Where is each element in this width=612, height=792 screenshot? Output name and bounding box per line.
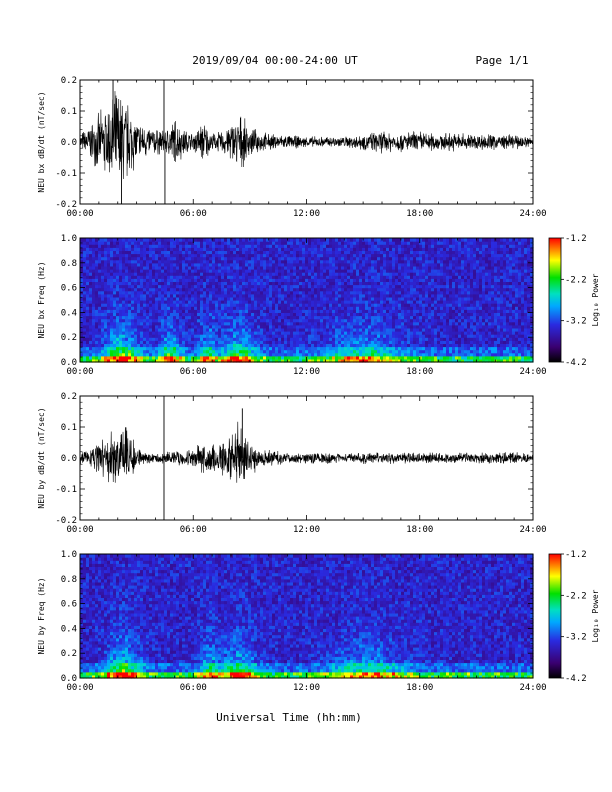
y-tick-label: 0.2 [61, 76, 77, 86]
y-tick-label: -0.2 [55, 200, 77, 210]
x-tick-label: 24:00 [519, 209, 546, 219]
colorbar-label: Log₁₀ Power [591, 589, 600, 642]
x-tick-label: 12:00 [293, 367, 320, 377]
page-number: Page 1/1 [476, 54, 529, 67]
y-axis-title: NEU by dB/dt (nT/sec) [37, 407, 46, 508]
date-range-title: 2019/09/04 00:00-24:00 UT [192, 54, 358, 67]
panel-3: 00:00 06:00 12:00 18:00 24:00 0.2 0.1 0.0 -0.1 -0… [37, 392, 547, 535]
panel-4: -1.2 -2.2 -3.2 -4.2 Log₁₀ Power 00:00 06:00 12:… [37, 550, 600, 693]
colorbar-tick-label: -4.2 [565, 674, 587, 684]
x-tick-label: 24:00 [519, 367, 546, 377]
x-tick-label: 12:00 [293, 683, 320, 693]
x-tick-label: 00:00 [66, 209, 93, 219]
x-tick-label: 06:00 [180, 367, 207, 377]
y-tick-label: 0.2 [61, 392, 77, 402]
y-tick-label: 0.0 [61, 138, 77, 148]
x-tick-label: 18:00 [406, 367, 433, 377]
x-tick-label: 06:00 [180, 209, 207, 219]
signal-trace [80, 421, 533, 483]
x-tick-label: 06:00 [180, 525, 207, 535]
x-axis-title: Universal Time (hh:mm) [216, 711, 362, 724]
y-tick-label: 0.6 [61, 284, 77, 294]
x-tick-label: 06:00 [180, 683, 207, 693]
x-tick-label: 18:00 [406, 525, 433, 535]
colorbar-tick-label: -2.2 [565, 275, 587, 285]
x-tick-label: 00:00 [66, 525, 93, 535]
y-tick-label: 0.6 [61, 600, 77, 610]
x-tick-label: 24:00 [519, 525, 546, 535]
x-tick-label: 12:00 [293, 209, 320, 219]
x-tick-label: 00:00 [66, 683, 93, 693]
panel-1: 00:00 06:00 12:00 18:00 24:00 0.2 0.1 0.0 -0.1 -0… [37, 76, 547, 219]
y-tick-label: 0.1 [61, 107, 77, 117]
x-tick-label: 12:00 [293, 525, 320, 535]
colorbar [548, 237, 562, 363]
y-axis-title: NEU by Freq (Hz) [37, 577, 46, 654]
y-tick-label: -0.1 [55, 169, 77, 179]
y-tick-label: 0.4 [61, 308, 77, 318]
y-tick-label: 0.0 [61, 454, 77, 464]
colorbar-tick-label: -3.2 [565, 317, 587, 327]
colorbar [548, 553, 562, 679]
panels: 00:00 06:00 12:00 18:00 24:00 0.2 0.1 0.0 -0.1 -0… [37, 76, 600, 693]
x-tick-label: 24:00 [519, 683, 546, 693]
y-tick-label: 0.8 [61, 259, 77, 269]
x-tick-label: 18:00 [406, 683, 433, 693]
y-tick-label: 0.8 [61, 575, 77, 585]
spectrogram [80, 554, 534, 679]
panel-2: -1.2 -2.2 -3.2 -4.2 Log₁₀ Power 00:00 06:00 12:… [37, 234, 600, 377]
y-tick-label: 0.2 [61, 649, 77, 659]
y-tick-label: 0.4 [61, 624, 77, 634]
signal-trace [80, 91, 533, 179]
colorbar-tick-label: -1.2 [565, 550, 587, 560]
y-tick-label: 1.0 [61, 234, 77, 244]
y-tick-label: 0.0 [61, 358, 77, 368]
colorbar-tick-label: -1.2 [565, 234, 587, 244]
colorbar-tick-label: -4.2 [565, 358, 587, 368]
y-tick-label: 0.0 [61, 674, 77, 684]
y-tick-label: 1.0 [61, 550, 77, 560]
y-tick-label: -0.2 [55, 516, 77, 526]
y-axis-title: NEU bx Freq (Hz) [37, 261, 46, 338]
colorbar-tick-label: -2.2 [565, 591, 587, 601]
x-tick-label: 18:00 [406, 209, 433, 219]
x-tick-label: 00:00 [66, 367, 93, 377]
y-tick-label: 0.2 [61, 333, 77, 343]
colorbar-label: Log₁₀ Power [591, 273, 600, 326]
y-axis-title: NEU bx dB/dt (nT/sec) [37, 91, 46, 192]
y-tick-label: 0.1 [61, 423, 77, 433]
spectrogram [80, 238, 534, 363]
colorbar-tick-label: -3.2 [565, 633, 587, 643]
y-tick-label: -0.1 [55, 485, 77, 495]
